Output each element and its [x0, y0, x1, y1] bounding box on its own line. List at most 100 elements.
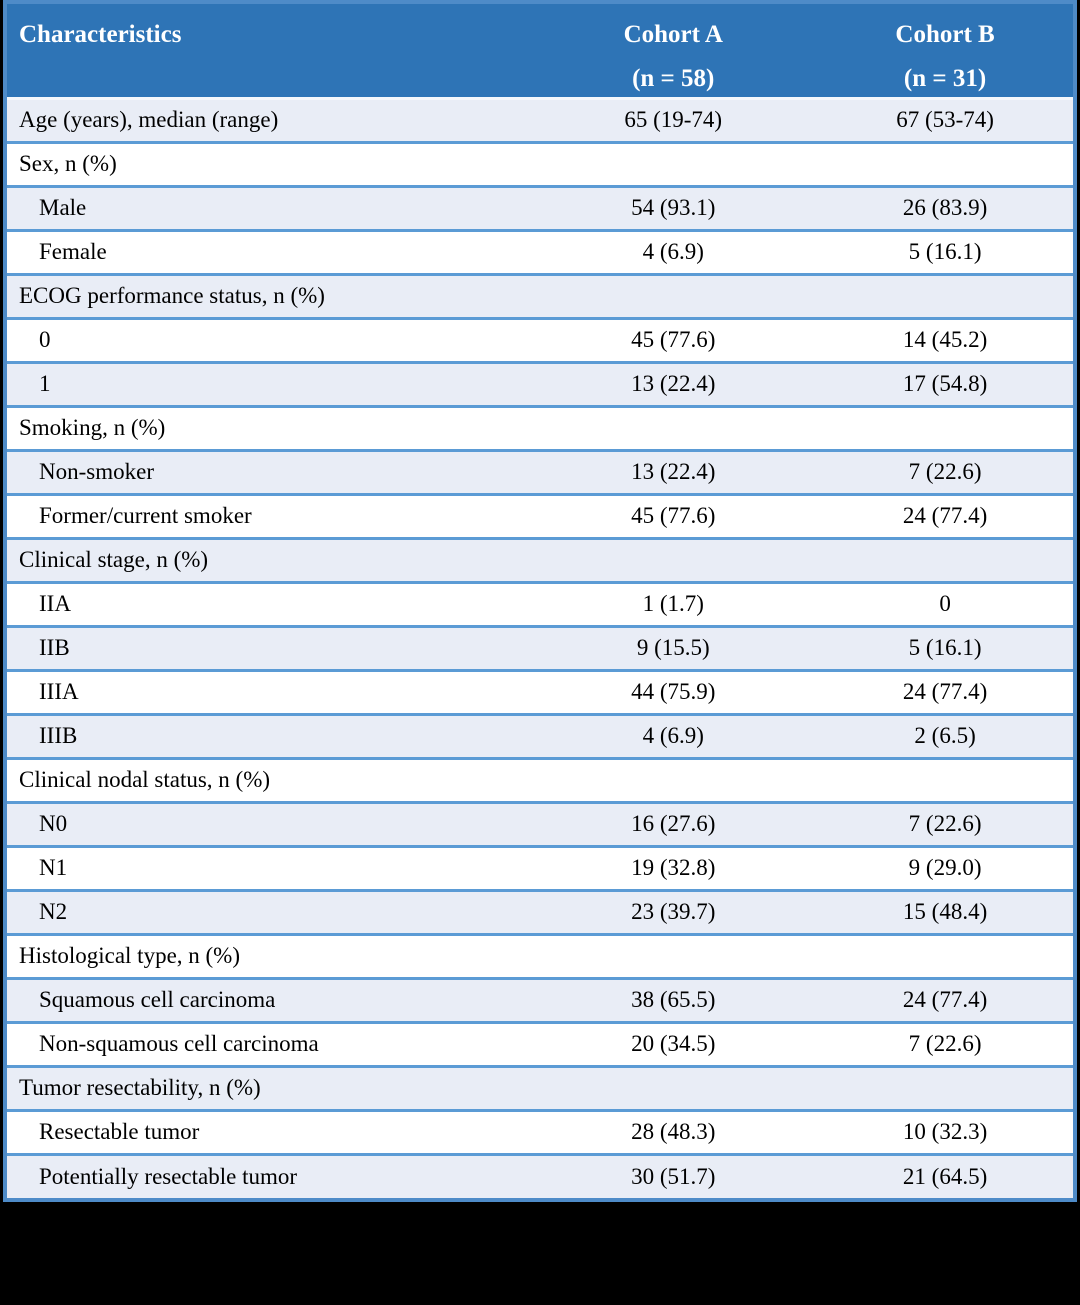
row-label-cell: Tumor resectability, n (%)	[7, 1064, 530, 1110]
cohort-a-value: 28 (48.3)	[529, 1108, 818, 1154]
cohort-a-value: 45 (77.6)	[529, 492, 818, 538]
table-row: IIA 1 (1.7) 0	[7, 580, 1073, 626]
table-row: Female 4 (6.9) 5 (16.1)	[7, 228, 1073, 274]
table-row: IIIA 44 (75.9) 24 (77.4)	[7, 668, 1073, 714]
row-label-cell: Potentially resectable tumor	[7, 1152, 530, 1198]
cohort-b-value: 17 (54.8)	[817, 360, 1073, 406]
cohort-a-value: 9 (15.5)	[529, 624, 818, 670]
column-header-characteristics: Characteristics	[7, 4, 530, 98]
cohort-a-value: 19 (32.8)	[529, 844, 818, 890]
table-row: Non-smoker 13 (22.4) 7 (22.6)	[7, 448, 1073, 494]
row-label: Former/current smoker	[39, 503, 252, 528]
cohort-b-value: 24 (77.4)	[817, 668, 1073, 714]
row-label-cell: Resectable tumor	[7, 1108, 530, 1154]
cohort-b-value: 5 (16.1)	[817, 228, 1073, 274]
cohort-a-value	[529, 404, 818, 450]
row-label: 1	[39, 371, 51, 396]
cohort-a-value: 44 (75.9)	[529, 668, 818, 714]
row-label-cell: Male	[7, 184, 530, 230]
row-label-cell: IIA	[7, 580, 530, 626]
row-label-cell: Non-smoker	[7, 448, 530, 494]
table-row: 0 45 (77.6) 14 (45.2)	[7, 316, 1073, 362]
row-label: Potentially resectable tumor	[39, 1163, 298, 1189]
row-label: Tumor resectability, n (%)	[19, 1075, 261, 1100]
row-label: ECOG performance status, n (%)	[19, 283, 325, 308]
table-row: Histological type, n (%)	[7, 932, 1073, 978]
cohort-a-value	[529, 536, 818, 582]
characteristics-table: Characteristics Cohort A (n = 58) Cohort…	[7, 4, 1073, 1198]
cohort-a-value	[529, 756, 818, 802]
row-label: N0	[39, 811, 68, 836]
cohort-a-value: 13 (22.4)	[529, 360, 818, 406]
column-header-cohort-a: Cohort A (n = 58)	[529, 4, 818, 98]
row-label: N2	[39, 899, 68, 924]
table-row: Clinical nodal status, n (%)	[7, 756, 1073, 802]
row-label-cell: Smoking, n (%)	[7, 404, 530, 450]
cohort-b-value: 14 (45.2)	[817, 316, 1073, 362]
cohort-b-value	[817, 404, 1073, 450]
cohort-b-value	[817, 756, 1073, 802]
row-label: Squamous cell carcinoma	[39, 987, 276, 1012]
row-label: 0	[39, 327, 51, 352]
row-label-cell: N1	[7, 844, 530, 890]
row-label-cell: Histological type, n (%)	[7, 932, 530, 978]
column-header-cohort-a-label: Cohort A	[623, 21, 723, 48]
row-label: IIB	[39, 635, 70, 660]
row-label-cell: ECOG performance status, n (%)	[7, 272, 530, 318]
column-header-cohort-a-n: (n = 58)	[632, 65, 715, 92]
cohort-b-value: 67 (53-74)	[817, 96, 1073, 142]
row-label: Non-smoker	[39, 459, 154, 484]
table-body: Age (years), median (range) 65 (19-74) 6…	[7, 96, 1073, 1198]
row-label-cell: Former/current smoker	[7, 492, 530, 538]
row-label-cell: IIIB	[7, 712, 530, 758]
row-label: N1	[39, 855, 68, 880]
row-label-cell: Sex, n (%)	[7, 140, 530, 186]
row-label: Non-squamous cell carcinoma	[39, 1031, 319, 1056]
row-label-cell: Non-squamous cell carcinoma	[7, 1020, 530, 1066]
cohort-a-value	[529, 272, 818, 318]
cohort-b-value: 10 (32.3)	[817, 1108, 1073, 1154]
cohort-a-value: 1 (1.7)	[529, 580, 818, 626]
row-label: Age (years), median (range)	[19, 107, 279, 132]
table-row: Tumor resectability, n (%)	[7, 1064, 1073, 1110]
table-row: Squamous cell carcinoma 38 (65.5) 24 (77…	[7, 976, 1073, 1022]
cohort-a-value: 16 (27.6)	[529, 800, 818, 846]
cohort-b-value: 0	[817, 580, 1073, 626]
cohort-a-value: 65 (19-74)	[529, 96, 818, 142]
table-row: Sex, n (%)	[7, 140, 1073, 186]
row-label-cell: Clinical stage, n (%)	[7, 536, 530, 582]
table-row: IIB 9 (15.5) 5 (16.1)	[7, 624, 1073, 670]
row-label-cell: IIB	[7, 624, 530, 670]
column-header-characteristics-label: Characteristics	[19, 21, 182, 48]
cohort-b-value: 21 (64.5)	[817, 1152, 1073, 1198]
table-row: Former/current smoker 45 (77.6) 24 (77.4…	[7, 492, 1073, 538]
table-header: Characteristics Cohort A (n = 58) Cohort…	[7, 4, 1073, 98]
table-row: Non-squamous cell carcinoma 20 (34.5) 7 …	[7, 1020, 1073, 1066]
cohort-a-value: 30 (51.7)	[529, 1152, 818, 1198]
characteristics-table-frame: Characteristics Cohort A (n = 58) Cohort…	[3, 0, 1077, 1202]
table-row: N0 16 (27.6) 7 (22.6)	[7, 800, 1073, 846]
row-label-cell: N2	[7, 888, 530, 934]
cohort-b-value: 15 (48.4)	[817, 888, 1073, 934]
cohort-b-value: 2 (6.5)	[817, 712, 1073, 758]
cohort-a-value: 23 (39.7)	[529, 888, 818, 934]
row-label: Sex, n (%)	[19, 151, 117, 176]
row-label: Female	[39, 239, 107, 264]
row-label: IIA	[39, 591, 71, 616]
row-label-cell: Age (years), median (range)	[7, 96, 530, 142]
column-header-cohort-b-label: Cohort B	[895, 21, 995, 48]
table-row: Age (years), median (range) 65 (19-74) 6…	[7, 96, 1073, 142]
cohort-b-value: 26 (83.9)	[817, 184, 1073, 230]
table-row: Male 54 (93.1) 26 (83.9)	[7, 184, 1073, 230]
table-row: N1 19 (32.8) 9 (29.0)	[7, 844, 1073, 890]
table-row: Clinical stage, n (%)	[7, 536, 1073, 582]
cohort-a-value: 4 (6.9)	[529, 712, 818, 758]
cohort-b-value: 7 (22.6)	[817, 448, 1073, 494]
table-row: ECOG performance status, n (%)	[7, 272, 1073, 318]
row-label-cell: N0	[7, 800, 530, 846]
cohort-b-value: 24 (77.4)	[817, 976, 1073, 1022]
row-label: Clinical nodal status, n (%)	[19, 767, 271, 792]
row-label: Resectable tumor	[39, 1119, 200, 1144]
row-label-cell: Squamous cell carcinoma	[7, 976, 530, 1022]
table-row: Potentially resectable tumor 30 (51.7) 2…	[7, 1152, 1073, 1198]
